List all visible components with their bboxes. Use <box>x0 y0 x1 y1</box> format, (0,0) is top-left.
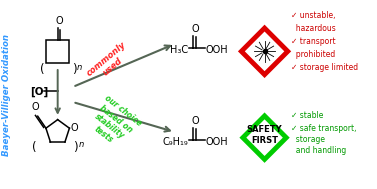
Text: H₃C: H₃C <box>170 45 188 55</box>
Text: O: O <box>55 16 63 26</box>
Text: n: n <box>78 140 83 149</box>
Text: O: O <box>32 102 39 112</box>
Text: our choice
based on
stability
tests: our choice based on stability tests <box>83 93 143 152</box>
Text: O: O <box>191 24 199 34</box>
Text: ✓ unstable,: ✓ unstable, <box>291 11 335 20</box>
Text: ✓ safe transport,: ✓ safe transport, <box>291 124 356 133</box>
Text: ✓ storage limited: ✓ storage limited <box>291 63 358 72</box>
Text: OOH: OOH <box>205 45 228 55</box>
Polygon shape <box>241 28 288 75</box>
Text: storage: storage <box>291 135 325 144</box>
Text: (: ( <box>32 141 37 154</box>
Text: commonly
used: commonly used <box>84 40 134 86</box>
Text: n: n <box>77 63 83 72</box>
Text: C₉H₁₉: C₉H₁₉ <box>162 137 188 147</box>
Text: prohibited: prohibited <box>291 50 335 59</box>
Text: OOH: OOH <box>205 137 228 147</box>
Text: [O]: [O] <box>30 86 48 97</box>
Polygon shape <box>243 116 286 159</box>
Text: hazardous: hazardous <box>291 24 336 33</box>
Text: and handling: and handling <box>291 146 346 155</box>
Text: SAFETY
FIRST: SAFETY FIRST <box>247 125 282 145</box>
Text: ): ) <box>72 63 77 76</box>
Text: O: O <box>191 116 199 126</box>
Text: Baeyer-Villiger Oxidation: Baeyer-Villiger Oxidation <box>2 33 11 156</box>
Text: ✓ stable: ✓ stable <box>291 111 323 120</box>
Text: (: ( <box>40 63 45 76</box>
Text: ✓ transport: ✓ transport <box>291 37 336 46</box>
Text: ): ) <box>73 141 78 154</box>
Text: O: O <box>71 123 78 133</box>
